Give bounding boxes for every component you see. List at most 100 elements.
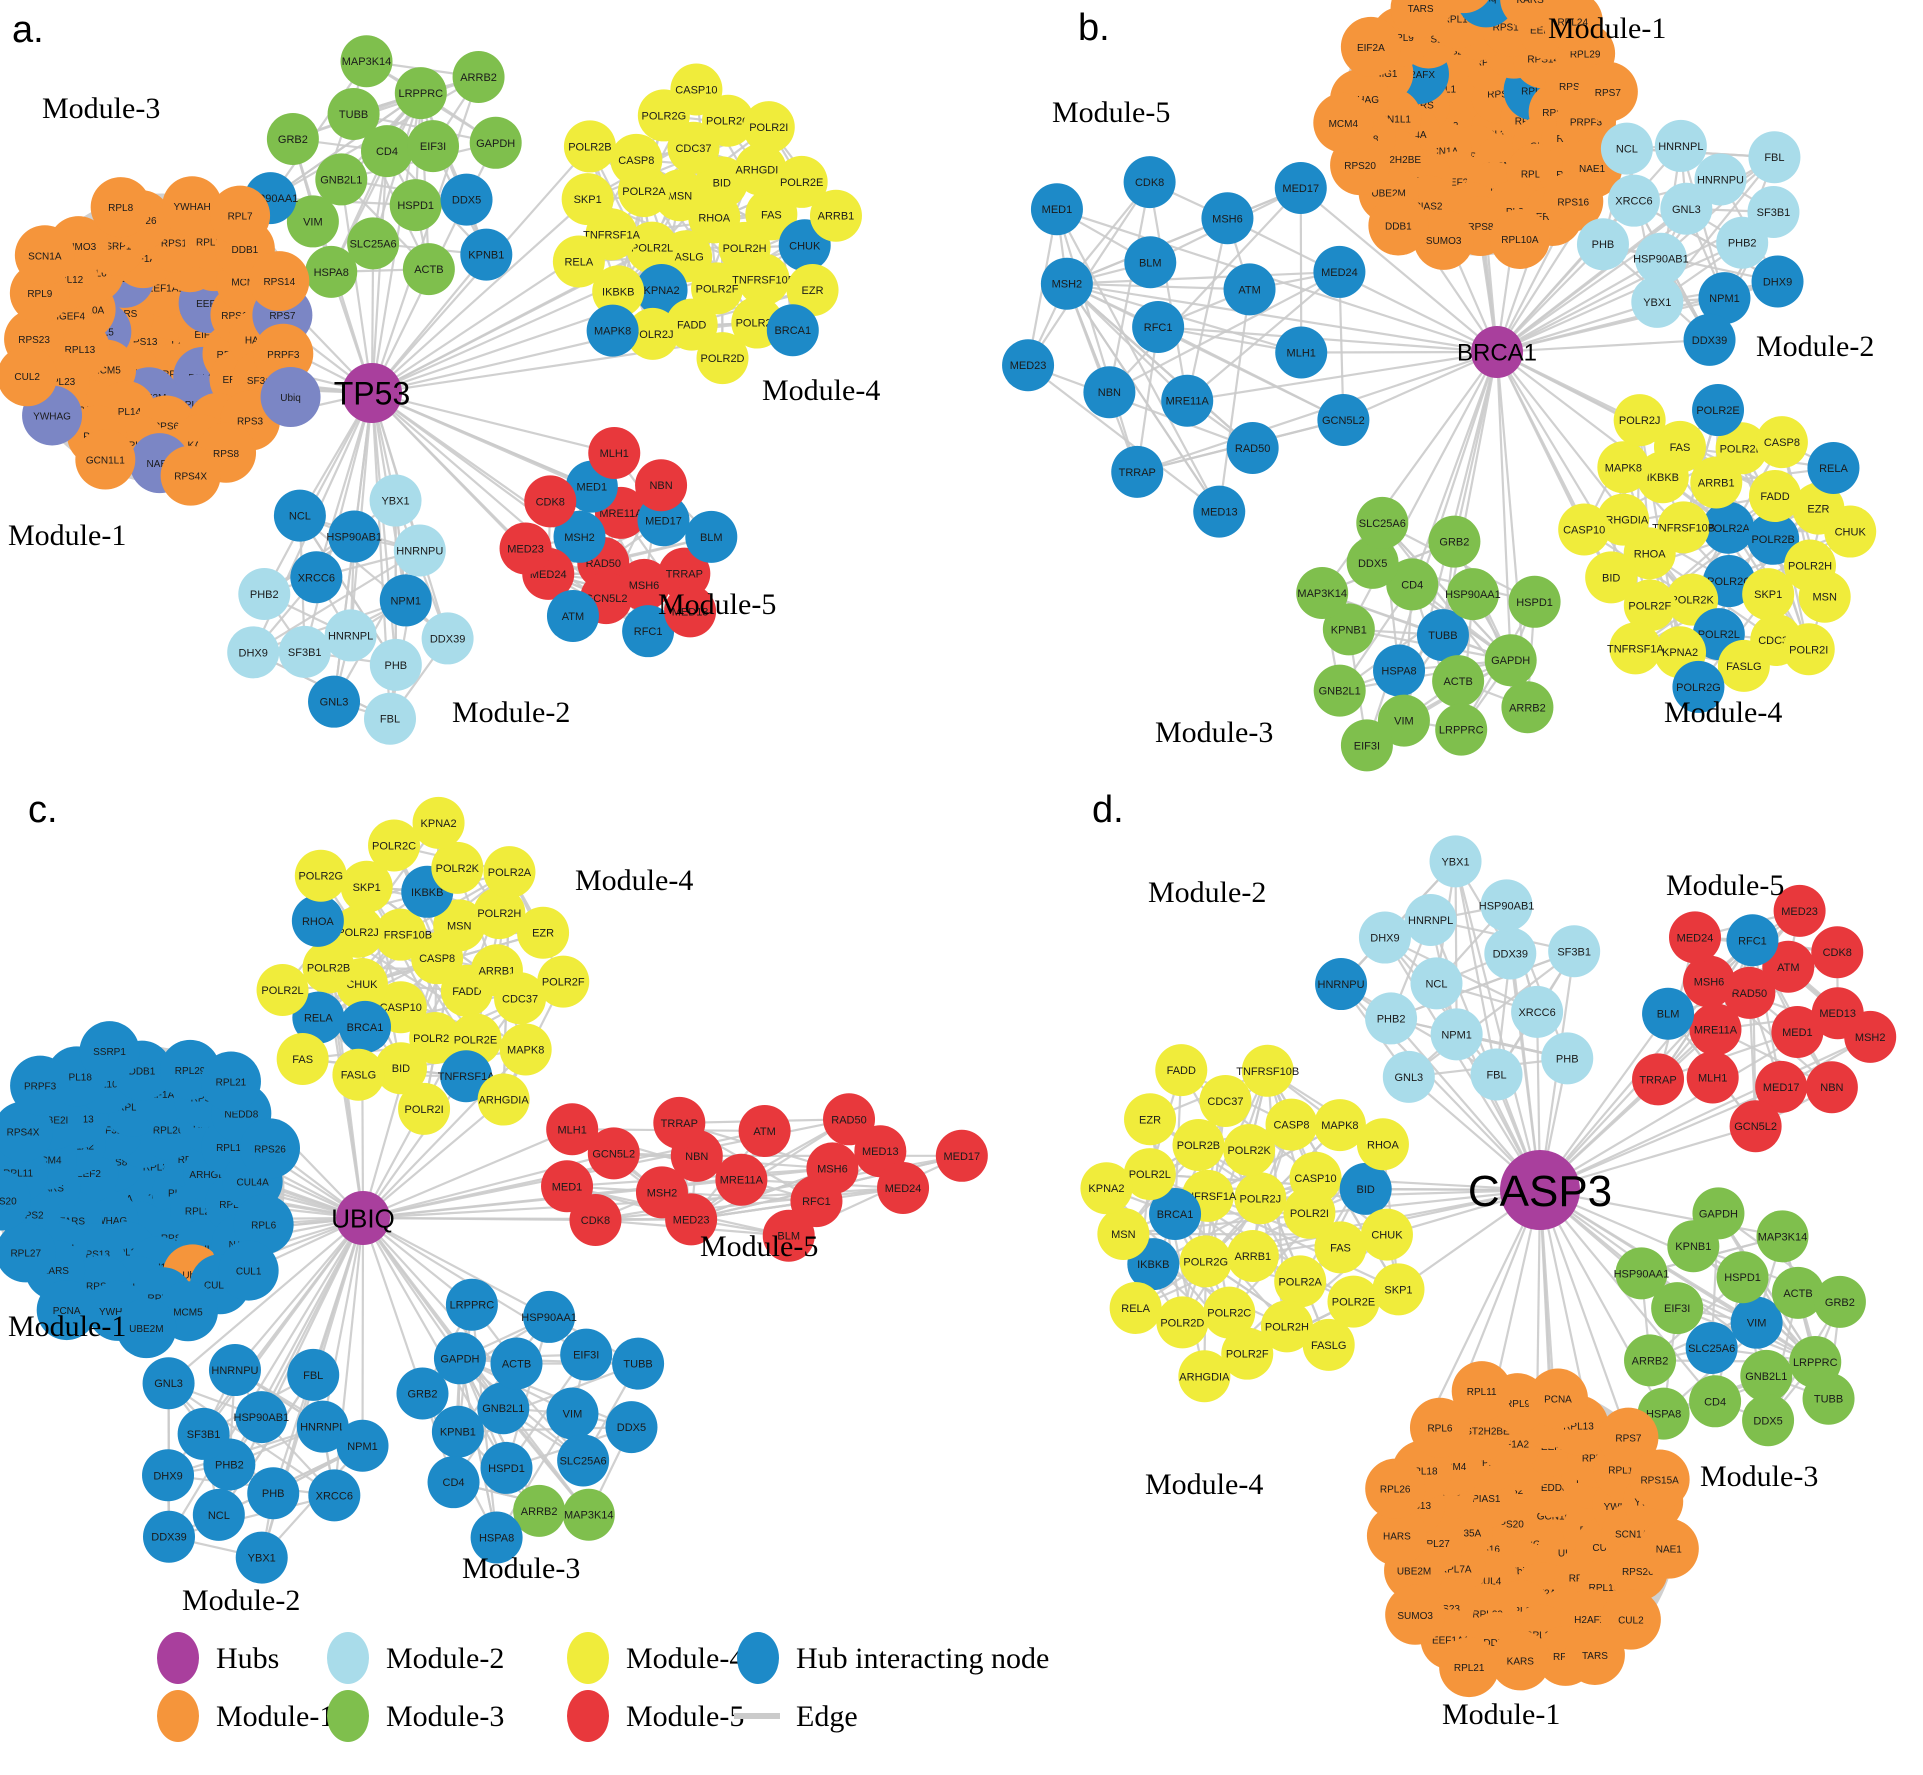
network-node[interactable]: NCL: [1600, 122, 1653, 175]
network-node[interactable]: FAS: [276, 1033, 329, 1086]
network-node[interactable]: VIM: [546, 1387, 599, 1440]
network-node[interactable]: TARS: [1564, 1624, 1625, 1685]
network-node[interactable]: FASLG: [1717, 639, 1770, 692]
network-node[interactable]: MAP3K14: [340, 35, 393, 88]
network-node[interactable]: BID: [1585, 551, 1638, 604]
network-node[interactable]: MSN: [1798, 570, 1851, 623]
network-node[interactable]: MED13: [1193, 485, 1246, 538]
network-node[interactable]: RPS7: [1577, 61, 1638, 122]
network-node[interactable]: ARRB2: [452, 51, 505, 104]
network-node[interactable]: ACTB: [1432, 655, 1485, 708]
network-node[interactable]: KPNA2: [1080, 1162, 1133, 1215]
network-node[interactable]: GAPDH: [1484, 634, 1537, 687]
network-node[interactable]: HNRNPU: [393, 524, 446, 577]
network-node[interactable]: MAPK8: [499, 1023, 552, 1076]
network-node[interactable]: DDX39: [421, 612, 474, 665]
network-node[interactable]: SF3B1: [278, 625, 331, 678]
network-node[interactable]: POLR2D: [1156, 1296, 1209, 1349]
network-node[interactable]: FAS: [1314, 1221, 1367, 1274]
network-node[interactable]: BLM: [1124, 236, 1177, 289]
network-node[interactable]: DDX5: [1742, 1394, 1795, 1447]
network-node[interactable]: POLR2I: [742, 101, 795, 154]
network-node[interactable]: CASP10: [1289, 1151, 1342, 1204]
network-node[interactable]: DDX39: [1683, 313, 1736, 366]
network-node[interactable]: RPL11: [1451, 1361, 1512, 1422]
network-node[interactable]: POLR2A: [483, 846, 536, 899]
network-node[interactable]: FADD: [1155, 1044, 1208, 1097]
network-node[interactable]: SKP1: [1372, 1263, 1425, 1316]
network-node[interactable]: PHB: [369, 638, 422, 691]
network-node[interactable]: CHUK: [1360, 1208, 1413, 1261]
network-node[interactable]: SF3B1: [177, 1407, 230, 1460]
network-node[interactable]: SLC25A6: [1356, 496, 1409, 549]
network-node[interactable]: CDK8: [569, 1194, 622, 1247]
network-node[interactable]: GNB2L1: [1740, 1349, 1793, 1402]
network-node[interactable]: LRPPRC: [1435, 703, 1488, 756]
network-node[interactable]: EZR: [517, 906, 570, 959]
network-node[interactable]: ACTB: [490, 1337, 543, 1390]
network-node[interactable]: TUBB: [1802, 1372, 1855, 1425]
network-node[interactable]: BRCA1: [766, 304, 819, 357]
network-node[interactable]: POLR2G: [1179, 1235, 1232, 1288]
network-node[interactable]: CDC37: [1199, 1074, 1252, 1127]
network-node[interactable]: CDK8: [524, 475, 577, 528]
network-node[interactable]: GNB2L1: [1313, 664, 1366, 717]
network-node[interactable]: KPNB1: [431, 1405, 484, 1458]
network-node[interactable]: NCL: [273, 489, 326, 542]
network-node[interactable]: RELA: [1109, 1281, 1162, 1334]
network-node[interactable]: TRRAP: [1632, 1053, 1685, 1106]
network-node[interactable]: NBN: [635, 459, 688, 512]
network-node[interactable]: HNRNPU: [208, 1344, 261, 1397]
network-node[interactable]: GRB2: [396, 1367, 449, 1420]
network-node[interactable]: RFC1: [1132, 300, 1185, 353]
network-node[interactable]: RELA: [552, 235, 605, 288]
network-node[interactable]: POLR2I: [1782, 623, 1835, 676]
network-node[interactable]: POLR2E: [1692, 384, 1745, 437]
network-node[interactable]: HNRNPL: [324, 609, 377, 662]
network-node[interactable]: CASP10: [1558, 503, 1611, 556]
network-node[interactable]: MSH6: [1682, 955, 1735, 1008]
network-node[interactable]: RFC1: [1726, 914, 1779, 967]
network-node[interactable]: RHOA: [291, 894, 344, 947]
network-node[interactable]: ARRB1: [1226, 1229, 1279, 1282]
network-node[interactable]: MLH1: [588, 427, 641, 480]
network-node[interactable]: POLR2I: [398, 1082, 451, 1135]
network-node[interactable]: GNL3: [308, 675, 361, 728]
network-node[interactable]: CASP8: [1265, 1098, 1318, 1151]
network-node[interactable]: MAP3K14: [1756, 1210, 1809, 1263]
network-node[interactable]: RPS14: [249, 251, 310, 312]
network-node[interactable]: POLR2A: [1274, 1255, 1327, 1308]
network-node[interactable]: NCL: [1410, 957, 1463, 1010]
network-node[interactable]: LRPPRC: [394, 67, 447, 120]
network-node[interactable]: TUBB: [327, 87, 380, 140]
network-node[interactable]: MRE11A: [1161, 374, 1214, 427]
network-node[interactable]: NBN: [1805, 1061, 1858, 1114]
network-node[interactable]: PRPF3: [10, 1055, 71, 1116]
network-node[interactable]: MED17: [935, 1129, 988, 1182]
network-node[interactable]: DHX9: [1358, 911, 1411, 964]
network-node[interactable]: POLR2L: [256, 964, 309, 1017]
network-node[interactable]: MRE11A: [1689, 1003, 1742, 1056]
network-node[interactable]: POLR2K: [431, 841, 484, 894]
network-node[interactable]: POLR2B: [563, 120, 616, 173]
network-node[interactable]: YBX1: [1631, 275, 1684, 328]
network-node[interactable]: HNRNPU: [1694, 153, 1747, 206]
network-node[interactable]: HSPD1: [480, 1441, 533, 1494]
network-node[interactable]: GCN5L2: [1317, 393, 1370, 446]
network-node[interactable]: RPS4X: [160, 445, 221, 506]
network-node[interactable]: DDX5: [605, 1401, 658, 1454]
network-node[interactable]: RHOA: [1356, 1118, 1409, 1171]
network-node[interactable]: PHB: [1541, 1032, 1594, 1085]
network-node[interactable]: HSPA8: [305, 245, 358, 298]
network-node[interactable]: XRCC6: [308, 1469, 361, 1522]
network-node[interactable]: KPNA2: [412, 796, 465, 849]
network-node[interactable]: FBL: [364, 692, 417, 745]
network-node[interactable]: DHX9: [1751, 255, 1804, 308]
network-node[interactable]: RPL26: [1434, 0, 1494, 14]
network-node[interactable]: HNRNPU: [1315, 958, 1368, 1011]
network-node[interactable]: POLR2C: [368, 819, 421, 872]
network-node[interactable]: SSRP1: [79, 1021, 140, 1082]
network-node[interactable]: SLC25A6: [557, 1434, 610, 1487]
network-node[interactable]: SF3B1: [1548, 925, 1601, 978]
network-node[interactable]: EIF3I: [407, 120, 460, 173]
